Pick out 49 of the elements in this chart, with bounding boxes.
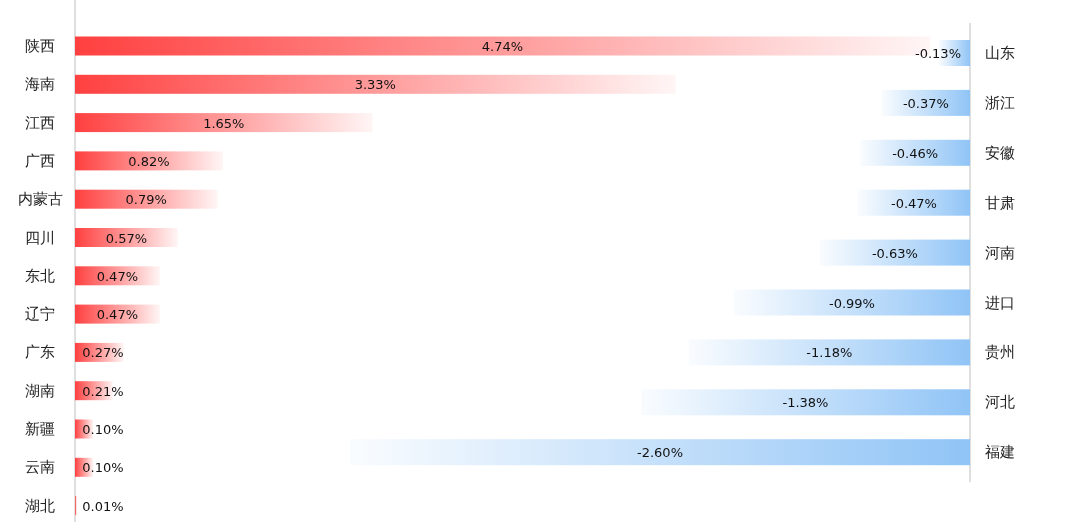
y-tick-label: 湖南 [25, 381, 55, 400]
y-tick-label: 河南 [985, 243, 1015, 262]
data-label: 3.33% [354, 77, 396, 93]
y-tick-label: 陕西 [25, 37, 55, 55]
data-label: 0.47% [96, 268, 139, 284]
data-label: 0.10% [82, 422, 124, 437]
y-tick-label: 海南 [25, 75, 55, 94]
data-label: -1.38% [782, 395, 829, 411]
data-label: -1.18% [806, 345, 853, 361]
data-label: 0.79% [125, 192, 167, 208]
y-tick-label: 四川 [25, 228, 55, 247]
data-label: 1.65% [203, 115, 245, 131]
y-tick-label: 内蒙古 [17, 190, 63, 209]
data-label: -0.63% [871, 245, 918, 261]
y-tick-label: 东北 [25, 266, 55, 285]
y-tick-label: 福建 [985, 443, 1015, 462]
y-tick-label: 山东 [985, 44, 1015, 62]
bar [75, 228, 178, 247]
y-tick-label: 浙江 [985, 93, 1015, 112]
y-tick-label: 河北 [985, 393, 1015, 412]
data-label: -0.46% [892, 145, 939, 161]
bar [75, 151, 223, 171]
bar [75, 189, 218, 209]
bar [75, 113, 373, 133]
y-tick-label: 贵州 [985, 343, 1015, 362]
y-tick-label: 新疆 [25, 420, 55, 438]
data-label: -0.99% [828, 295, 875, 311]
y-tick-label: 湖北 [25, 496, 55, 515]
data-label: -0.37% [902, 95, 949, 111]
bar [75, 74, 676, 94]
y-tick-label: 甘肃 [985, 193, 1015, 212]
y-tick-label: 云南 [25, 458, 55, 477]
data-label: 0.01% [82, 498, 124, 514]
y-tick-label: 辽宁 [25, 305, 55, 324]
data-label: 0.47% [96, 307, 139, 323]
data-label: 0.27% [82, 345, 124, 361]
y-tick-label: 进口 [985, 293, 1015, 312]
data-label: 0.57% [105, 230, 148, 246]
data-label: 0.21% [82, 383, 124, 399]
y-tick-label: 安徽 [985, 143, 1015, 162]
data-label: 0.10% [82, 460, 124, 476]
data-label: 0.82% [128, 153, 170, 169]
data-label: 4.74% [481, 39, 524, 54]
y-tick-label: 广东 [25, 343, 55, 362]
data-label: -2.60% [637, 445, 683, 461]
data-label: -0.13% [915, 46, 961, 61]
y-tick-label: 江西 [25, 113, 55, 132]
data-label: -0.47% [890, 195, 937, 211]
y-tick-label: 广西 [25, 151, 55, 170]
